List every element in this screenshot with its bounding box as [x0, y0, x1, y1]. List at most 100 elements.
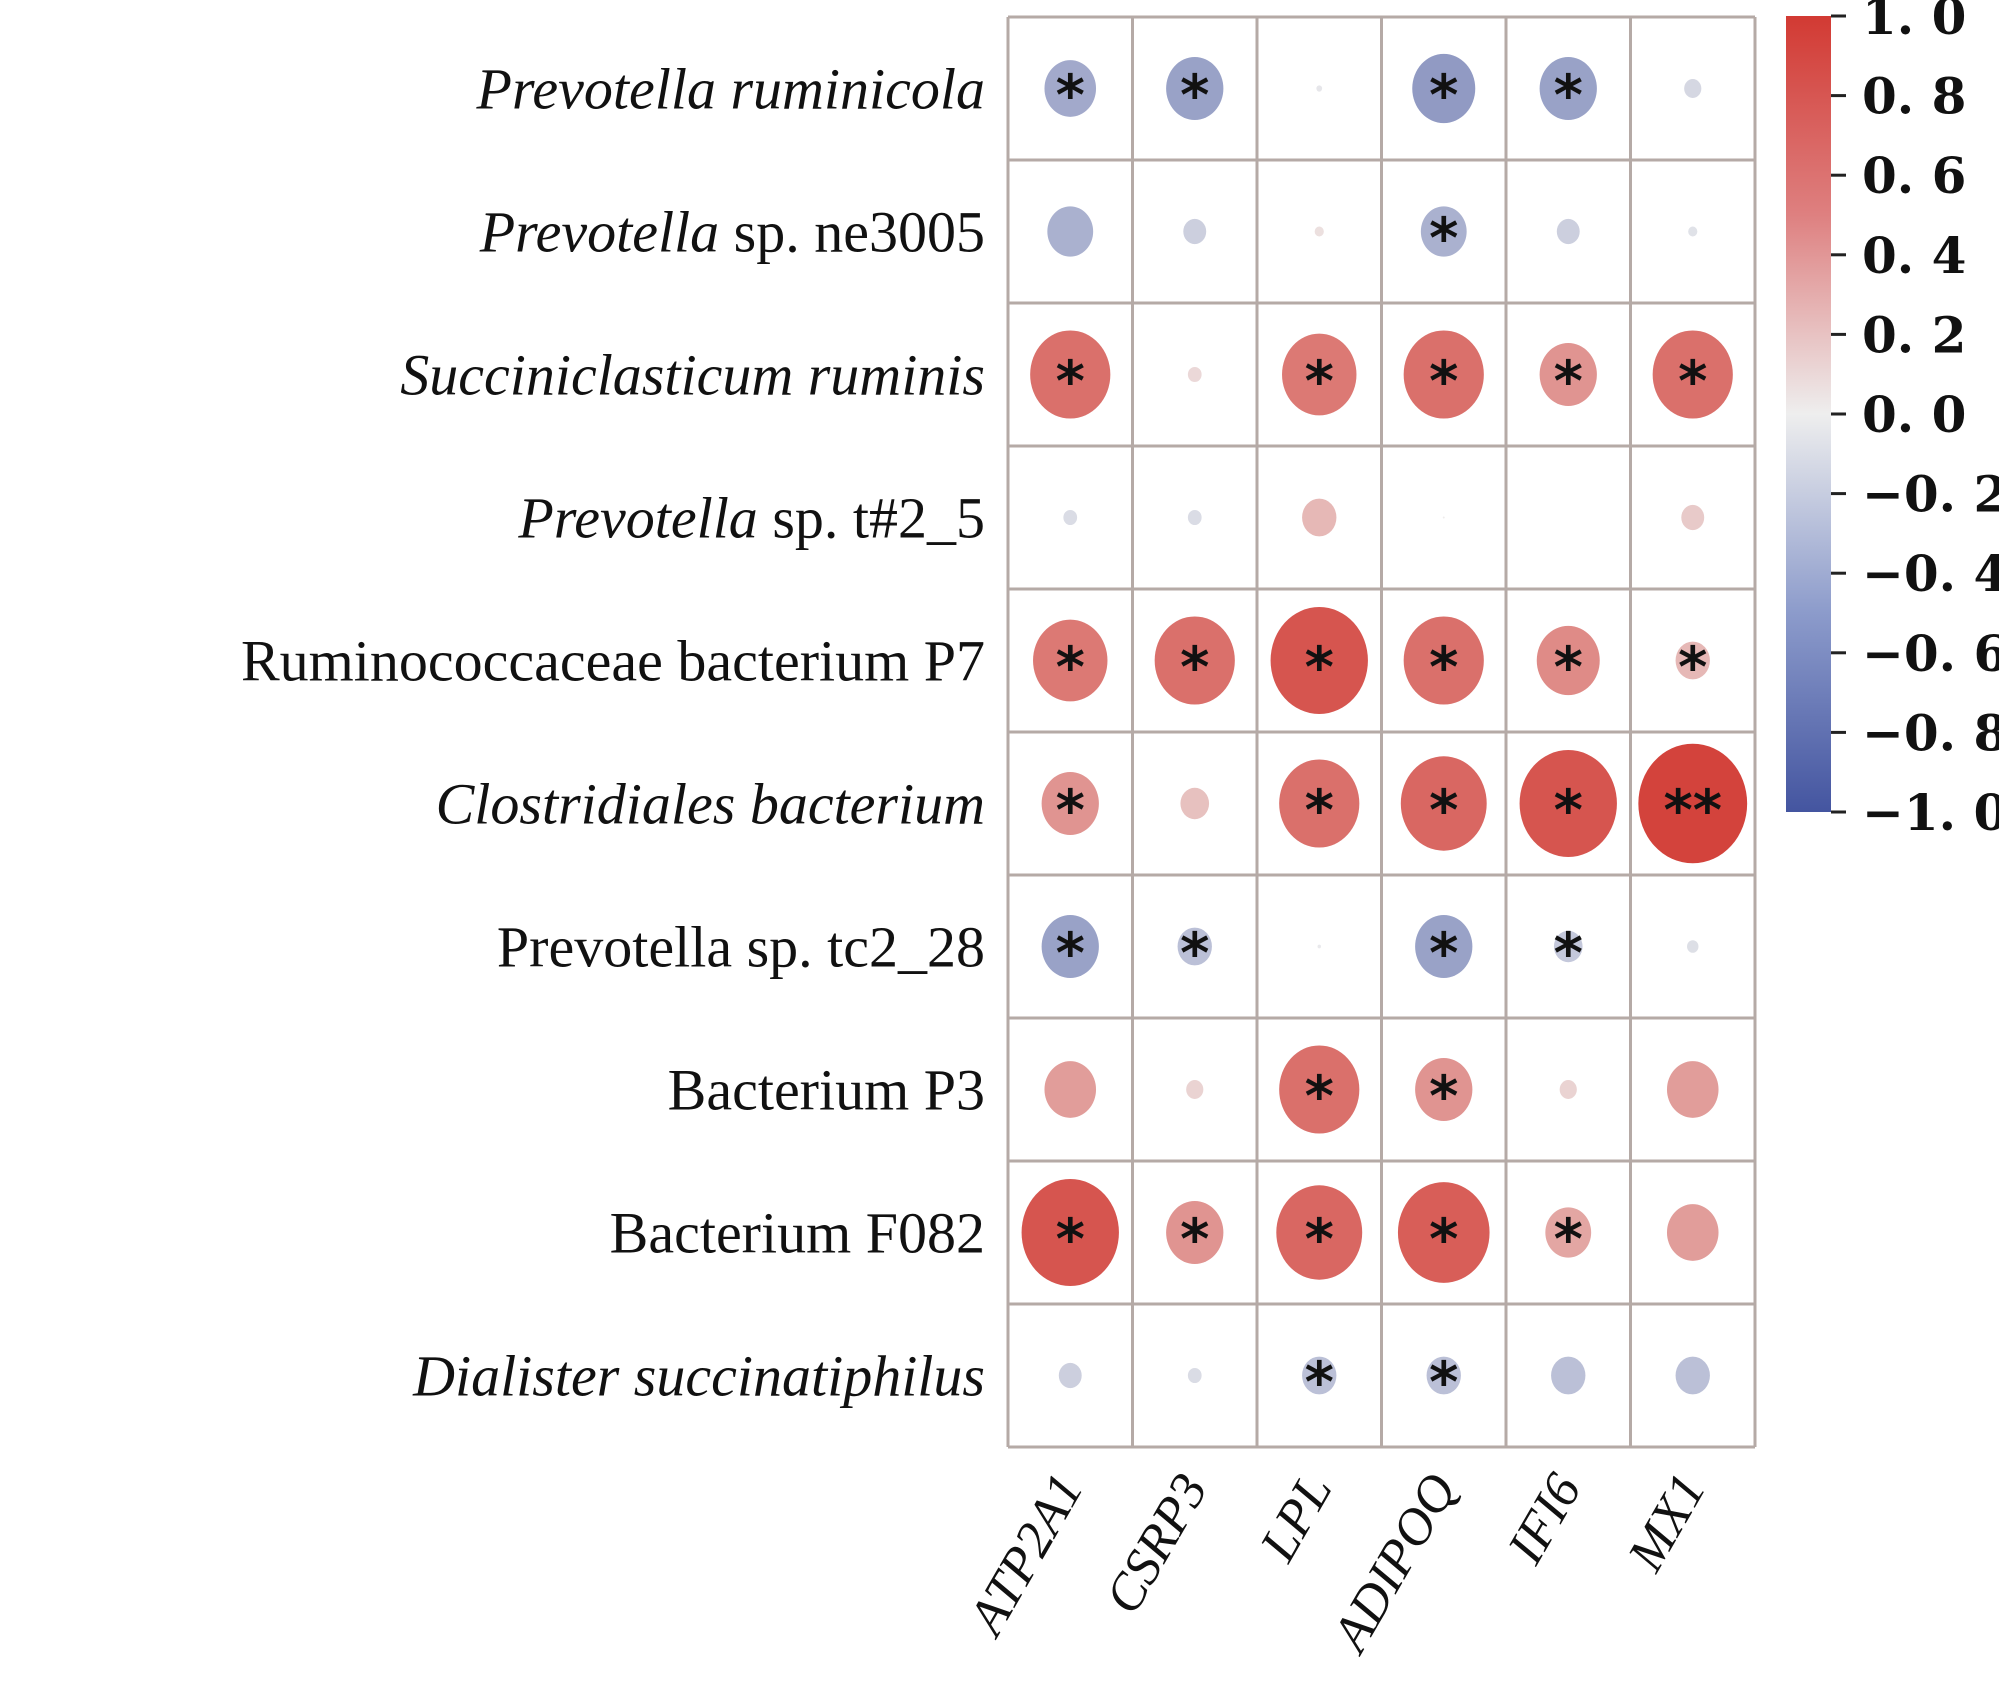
correlation-ellipse [1033, 619, 1108, 702]
correlation-ellipse [1302, 1356, 1337, 1395]
significance-marker: * [1429, 636, 1458, 701]
colorbar-tick-label: 1. 0 [1862, 0, 1966, 46]
correlation-ellipse [1426, 1356, 1461, 1395]
correlation-ellipse [1403, 616, 1484, 705]
significance-marker: * [1305, 636, 1334, 701]
row-label-part: Bacterium F082 [610, 1201, 985, 1266]
correlation-ellipse [1041, 915, 1099, 978]
correlation-ellipse [1559, 1080, 1577, 1099]
significance-marker: * [1180, 922, 1209, 987]
correlation-ellipse [1556, 218, 1580, 245]
significance-marker: * [1056, 922, 1085, 987]
colorbar-tick-label: −0. 2 [1862, 465, 1999, 524]
row-label: Prevotella ruminicola [476, 57, 985, 122]
row-label-part: Prevotella [479, 200, 719, 265]
colorbar-tick-label: −0. 6 [1862, 624, 1999, 683]
correlation-ellipse [1041, 772, 1099, 835]
significance-marker: * [1554, 1208, 1583, 1273]
correlation-ellipse [1279, 1045, 1360, 1134]
correlation-ellipse [1276, 1185, 1363, 1280]
significance-marker: * [1056, 64, 1085, 129]
significance-marker: * [1180, 64, 1209, 129]
correlation-ellipse [1282, 333, 1357, 416]
significance-marker: * [1056, 350, 1085, 415]
column-label: ATP2A1 [957, 1465, 1095, 1647]
colorbar [1786, 16, 1831, 812]
correlation-ellipse [1675, 641, 1710, 680]
colorbar-tick-label: 0. 6 [1862, 146, 1966, 205]
correlation-ellipse [1415, 915, 1473, 978]
colorbar-tick-label: 0. 8 [1862, 67, 1966, 126]
significance-marker: * [1056, 636, 1085, 701]
colorbar-tick-label: −1. 0 [1862, 783, 1999, 842]
row-label-part: Bacterium P3 [668, 1058, 985, 1123]
colorbar-tick-label: −0. 4 [1862, 544, 1999, 603]
row-label: Bacterium F082 [610, 1201, 985, 1266]
correlation-ellipse [1688, 226, 1698, 237]
row-label-part: Succiniclasticum ruminis [400, 343, 985, 408]
significance-marker: * [1056, 779, 1085, 844]
column-label: IFI6 [1497, 1465, 1593, 1574]
column-label: MX1 [1617, 1465, 1717, 1582]
correlation-ellipse [1180, 787, 1210, 820]
correlation-ellipse [1666, 1204, 1719, 1261]
correlation-ellipse [1675, 1356, 1710, 1395]
row-label-part: sp. ne3005 [719, 200, 985, 265]
grid [1006, 15, 1757, 1449]
correlation-ellipse [1536, 625, 1600, 696]
correlation-ellipse [1166, 1201, 1224, 1264]
significance-marker: * [1554, 350, 1583, 415]
correlation-ellipse [1539, 343, 1597, 406]
significance-marker: * [1429, 1065, 1458, 1130]
colorbar-tick-label: 0. 4 [1862, 226, 1966, 285]
correlation-ellipse [1681, 504, 1705, 531]
row-label-part: Prevotella sp. tc2_28 [497, 915, 985, 980]
correlation-ellipse [1397, 1182, 1490, 1283]
correlation-ellipse [1415, 1058, 1473, 1121]
significance-marker: * [1429, 1208, 1458, 1273]
significance-marker: * [1554, 636, 1583, 701]
significance-marker: * [1678, 636, 1707, 701]
correlation-ellipse [1047, 206, 1094, 257]
significance-marker: * [1305, 350, 1334, 415]
correlation-ellipse [1154, 616, 1235, 705]
significance-marker: * [1429, 64, 1458, 129]
row-label-part: Prevotella [517, 486, 757, 551]
correlation-ellipse [1030, 330, 1111, 419]
row-labels: Prevotella ruminicola Prevotella sp. ne30… [241, 57, 985, 1409]
correlation-ellipse [1270, 607, 1368, 714]
ellipses: * * * *** * * * ** * * * * ** * * * *** * * ** ** * * * ** * [1021, 53, 1748, 1416]
correlation-ellipse [1317, 944, 1321, 949]
row-label: Ruminococcaceae bacterium P7 [241, 629, 985, 694]
row-label-part: Ruminococcaceae bacterium P7 [241, 629, 985, 694]
significance-marker: ** [1663, 779, 1722, 844]
significance-marker: * [1429, 350, 1458, 415]
significance-marker: * [1429, 207, 1458, 272]
correlation-ellipse [1316, 85, 1323, 92]
significance-marker: * [1429, 779, 1458, 844]
significance-marker: * [1429, 922, 1458, 987]
correlation-ellipse [1187, 1367, 1202, 1384]
significance-marker: * [1305, 1208, 1334, 1273]
correlation-ellipse [1684, 79, 1702, 98]
significance-marker: * [1678, 350, 1707, 415]
row-label-part: Dialister succinatiphilus [412, 1344, 985, 1409]
correlation-ellipse [1166, 57, 1224, 120]
row-label: Prevotella sp. t#2_5 [517, 486, 985, 551]
row-label: Dialister succinatiphilus [412, 1344, 985, 1409]
correlation-ellipse [1553, 930, 1583, 963]
correlation-ellipse [1063, 509, 1078, 526]
row-label: Prevotella sp. tc2_28 [497, 915, 985, 980]
colorbar-tick-label: −0. 8 [1862, 703, 1999, 762]
correlation-ellipse [1279, 759, 1360, 848]
correlation-ellipse [1420, 206, 1467, 257]
correlation-ellipse [1666, 1061, 1719, 1118]
row-label-part: Clostridiales bacterium [436, 772, 985, 837]
correlation-ellipse [1183, 218, 1207, 245]
row-label: Succiniclasticum ruminis [400, 343, 985, 408]
significance-marker: * [1180, 1208, 1209, 1273]
correlation-ellipse [1539, 57, 1597, 120]
row-label-part: Prevotella ruminicola [476, 57, 985, 122]
